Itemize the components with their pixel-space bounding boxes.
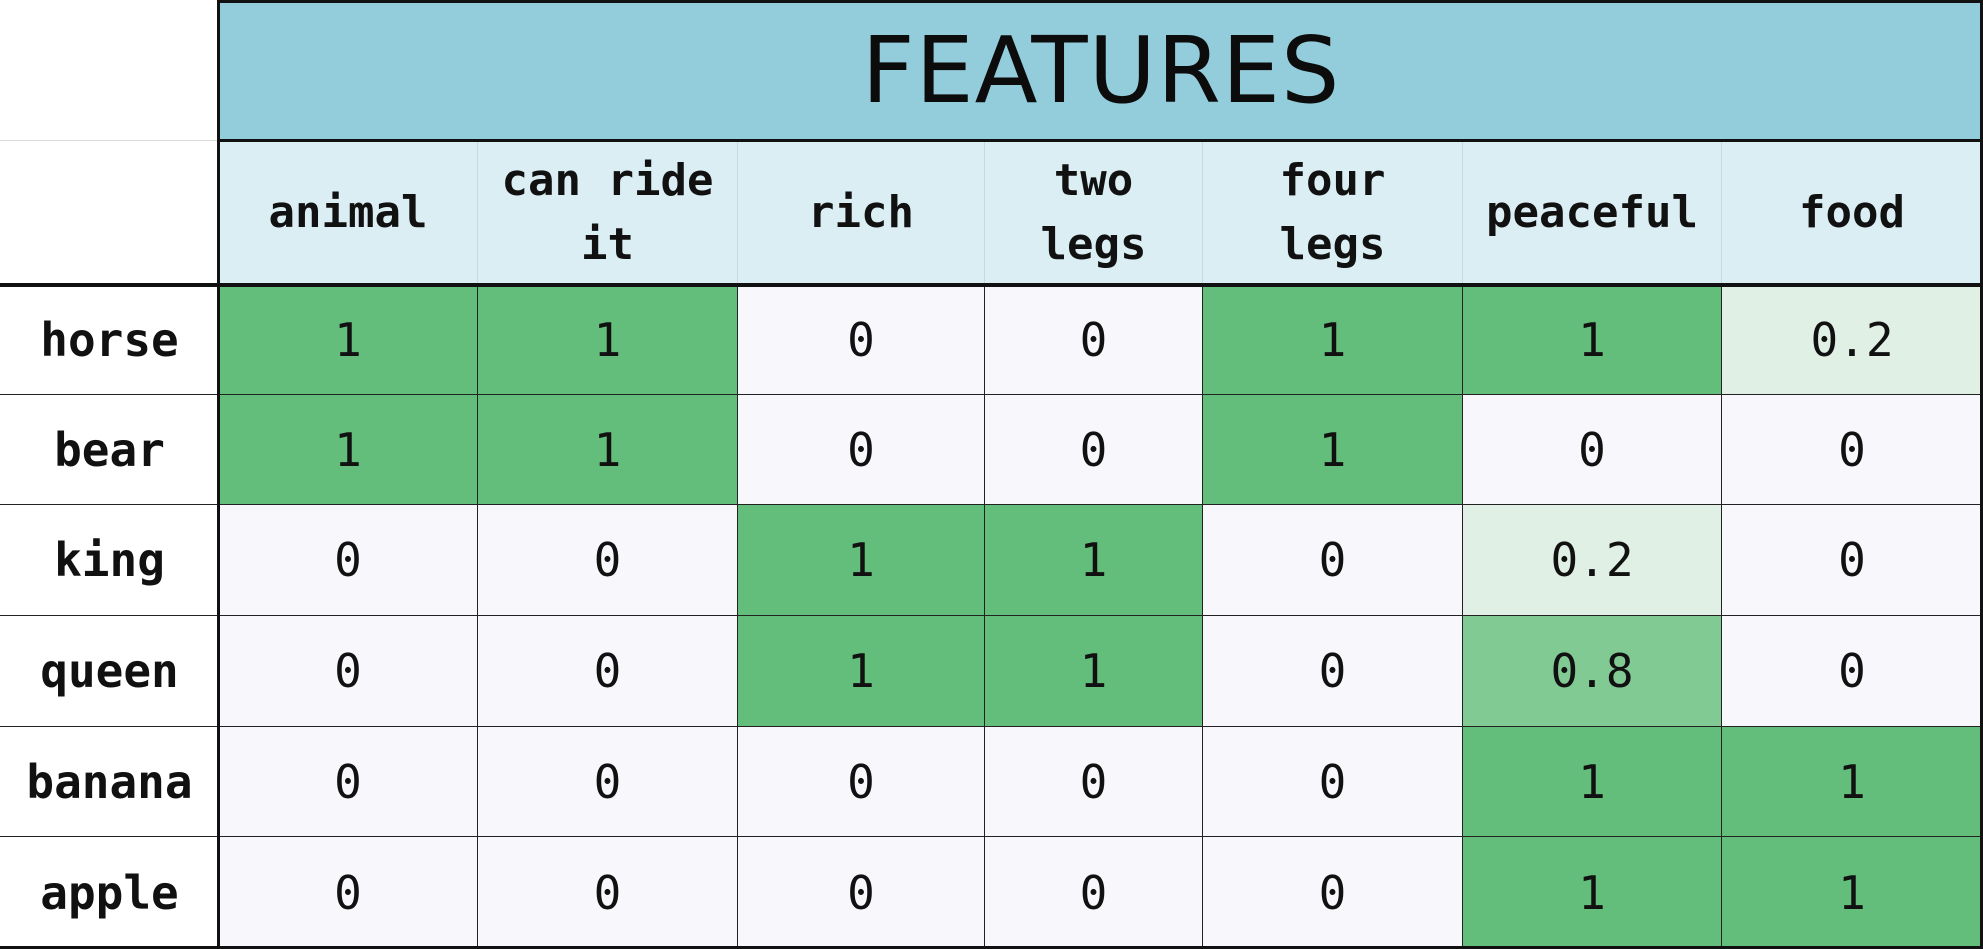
data-cell-queen-4: 1: [985, 616, 1203, 727]
row-label-apple: apple: [0, 837, 219, 949]
row-label-horse: horse: [0, 285, 219, 395]
row-label-king: king: [0, 505, 219, 616]
column-header-4: two legs: [985, 141, 1203, 285]
data-cell-banana-5: 0: [1203, 727, 1463, 837]
column-header-1: animal: [219, 141, 478, 285]
data-cell-queen-6: 0.8: [1463, 616, 1722, 727]
data-cell-bear-6: 0: [1463, 395, 1722, 505]
data-cell-king-6: 0.2: [1463, 505, 1722, 616]
data-cell-banana-3: 0: [738, 727, 985, 837]
column-header-6: peaceful: [1463, 141, 1722, 285]
label-column-border: [217, 0, 220, 949]
data-cell-horse-2: 1: [478, 285, 738, 395]
data-cell-banana-1: 0: [219, 727, 478, 837]
right-border: [1980, 0, 1983, 949]
row-label-bear: bear: [0, 395, 219, 505]
data-cell-queen-5: 0: [1203, 616, 1463, 727]
data-cell-bear-3: 0: [738, 395, 985, 505]
row-label-queen: queen: [0, 616, 219, 727]
column-header-5: four legs: [1203, 141, 1463, 285]
data-cell-king-5: 0: [1203, 505, 1463, 616]
data-cell-apple-2: 0: [478, 837, 738, 949]
data-cell-bear-1: 1: [219, 395, 478, 505]
row-label-banana: banana: [0, 727, 219, 837]
data-cell-horse-3: 0: [738, 285, 985, 395]
column-header-7: food: [1722, 141, 1983, 285]
data-cell-king-7: 0: [1722, 505, 1983, 616]
corner-cell-top: [0, 0, 219, 141]
data-cell-queen-3: 1: [738, 616, 985, 727]
data-cell-horse-5: 1: [1203, 285, 1463, 395]
data-cell-bear-2: 1: [478, 395, 738, 505]
data-cell-bear-7: 0: [1722, 395, 1983, 505]
data-cell-banana-7: 1: [1722, 727, 1983, 837]
data-cell-king-1: 0: [219, 505, 478, 616]
data-cell-king-4: 1: [985, 505, 1203, 616]
data-cell-apple-7: 1: [1722, 837, 1983, 949]
data-cell-king-3: 1: [738, 505, 985, 616]
data-cell-horse-7: 0.2: [1722, 285, 1983, 395]
data-cell-bear-4: 0: [985, 395, 1203, 505]
data-cell-apple-4: 0: [985, 837, 1203, 949]
bottom-border: [0, 946, 1983, 949]
header-bottom-border: [0, 283, 1983, 287]
data-cell-horse-4: 0: [985, 285, 1203, 395]
data-cell-bear-5: 1: [1203, 395, 1463, 505]
data-cell-banana-6: 1: [1463, 727, 1722, 837]
title-bottom-border: [219, 139, 1983, 142]
data-cell-horse-1: 1: [219, 285, 478, 395]
data-cell-horse-6: 1: [1463, 285, 1722, 395]
title-top-border: [219, 0, 1983, 3]
column-header-3: rich: [738, 141, 985, 285]
column-header-2: can ride it: [478, 141, 738, 285]
data-cell-banana-4: 0: [985, 727, 1203, 837]
data-cell-apple-5: 0: [1203, 837, 1463, 949]
data-cell-apple-3: 0: [738, 837, 985, 949]
data-cell-apple-6: 1: [1463, 837, 1722, 949]
data-cell-king-2: 0: [478, 505, 738, 616]
data-cell-apple-1: 0: [219, 837, 478, 949]
data-cell-queen-1: 0: [219, 616, 478, 727]
corner-cell-header: [0, 141, 219, 285]
title-cell: FEATURES: [219, 0, 1983, 141]
data-cell-queen-2: 0: [478, 616, 738, 727]
data-cell-queen-7: 0: [1722, 616, 1983, 727]
data-cell-banana-2: 0: [478, 727, 738, 837]
